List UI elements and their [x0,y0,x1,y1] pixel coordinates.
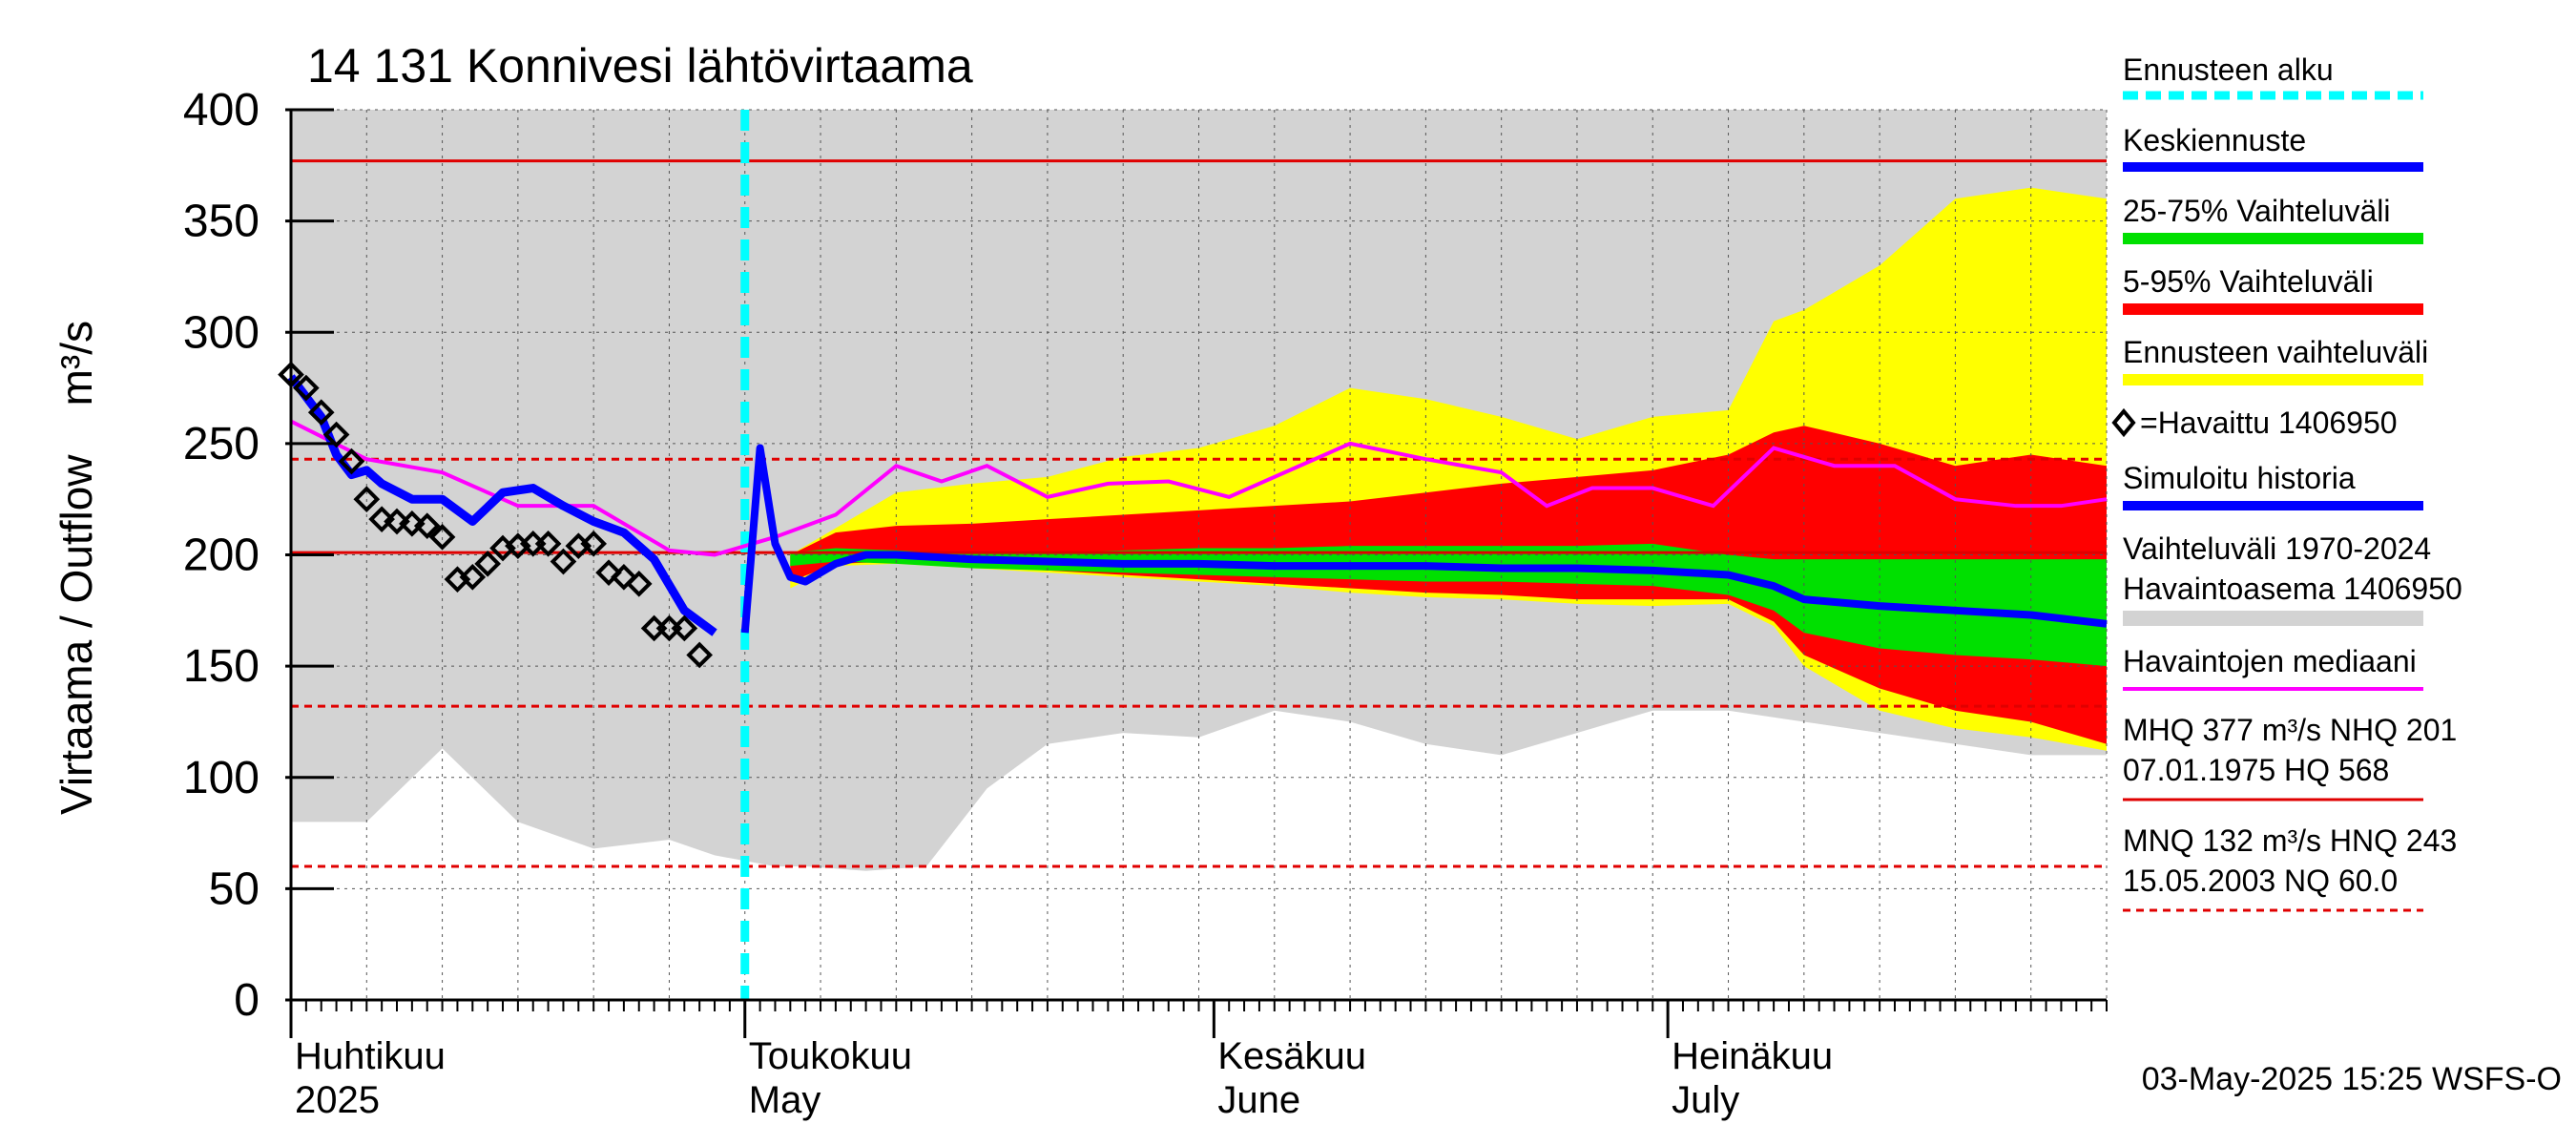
band-5-95-area [790,426,2108,744]
month-sublabel: June [1217,1079,1300,1121]
month-label: Toukokuu [749,1035,912,1077]
legend-label-history-range: Vaihteluväli 1970-2024 [2123,531,2431,566]
observed-point [413,512,441,540]
band-25-75-area [790,543,2108,667]
observed-point [595,559,622,586]
chart-title: 14 131 Konnivesi lähtövirtaama [307,39,973,93]
observed-point [353,486,381,513]
y-tick-label: 50 [209,864,260,914]
legend-label-observed: =Havaittu 1406950 [2140,406,2398,440]
observed-point [384,508,410,535]
observed-point [625,570,653,597]
legend: Ennusteen alku Keskiennuste 25-75% Vaihtel… [2111,52,2462,912]
legend-label-hq-date: 07.01.1975 HQ 568 [2123,753,2389,787]
y-tick-label: 250 [183,419,260,469]
legend-label-mean-forecast: Keskiennuste [2123,123,2306,157]
month-sublabel: 2025 [295,1079,380,1121]
y-tick-label: 150 [183,641,260,692]
month-sublabel: July [1672,1079,1739,1121]
observed-point [550,548,577,575]
y-tick-label: 300 [183,307,260,358]
observed-point [322,421,350,448]
month-sublabel: May [749,1079,821,1121]
legend-label-mnq-hnq: MNQ 132 m³/s HNQ 243 [2123,823,2457,858]
legend-swatch-observed [2111,407,2136,438]
y-tick-label: 100 [183,753,260,803]
legend-label-history-station: Havaintoasema 1406950 [2123,572,2462,606]
observed-point [580,531,607,557]
observed-point [534,531,562,557]
observed-point [474,551,501,577]
observed-points [278,361,714,669]
mean-forecast-line [740,444,2108,634]
legend-label-simulated-history: Simuloitu historia [2123,461,2356,495]
observed-point [368,506,395,533]
footer-timestamp: 03-May-2025 15:25 WSFS-O [2142,1061,2562,1097]
observed-point [293,374,320,402]
legend-label-forecast-start: Ennusteen alku [2123,52,2334,87]
legend-label-mhq-nhq: MHQ 377 m³/s NHQ 201 [2123,713,2457,747]
y-tick-label: 0 [234,975,260,1026]
legend-label-band-5-95: 5-95% Vaihteluväli [2123,264,2374,299]
observed-point [428,524,456,551]
legend-label-band-25-75: 25-75% Vaihteluväli [2123,194,2390,228]
y-tick-label: 200 [183,531,260,581]
legend-label-nq-date: 15.05.2003 NQ 60.0 [2123,864,2398,898]
observed-point [399,510,426,537]
legend-label-forecast-range: Ennusteen vaihteluväli [2123,335,2428,369]
month-label: Huhtikuu [295,1035,446,1077]
observed-point [686,641,714,669]
month-label: Kesäkuu [1217,1035,1366,1077]
observed-point [671,614,698,642]
observed-point [611,563,637,591]
month-label: Heinäkuu [1672,1035,1833,1077]
observed-point [338,448,365,475]
observed-point [307,399,335,427]
y-axis-label: Virtaama / Outflow m³/s [52,321,101,815]
legend-label-median: Havaintojen mediaani [2123,644,2417,678]
grid [290,109,2108,1001]
median-line [290,419,2108,557]
y-tick-label: 400 [183,85,260,135]
y-tick-label: 350 [183,197,260,247]
observed-point [459,563,487,591]
